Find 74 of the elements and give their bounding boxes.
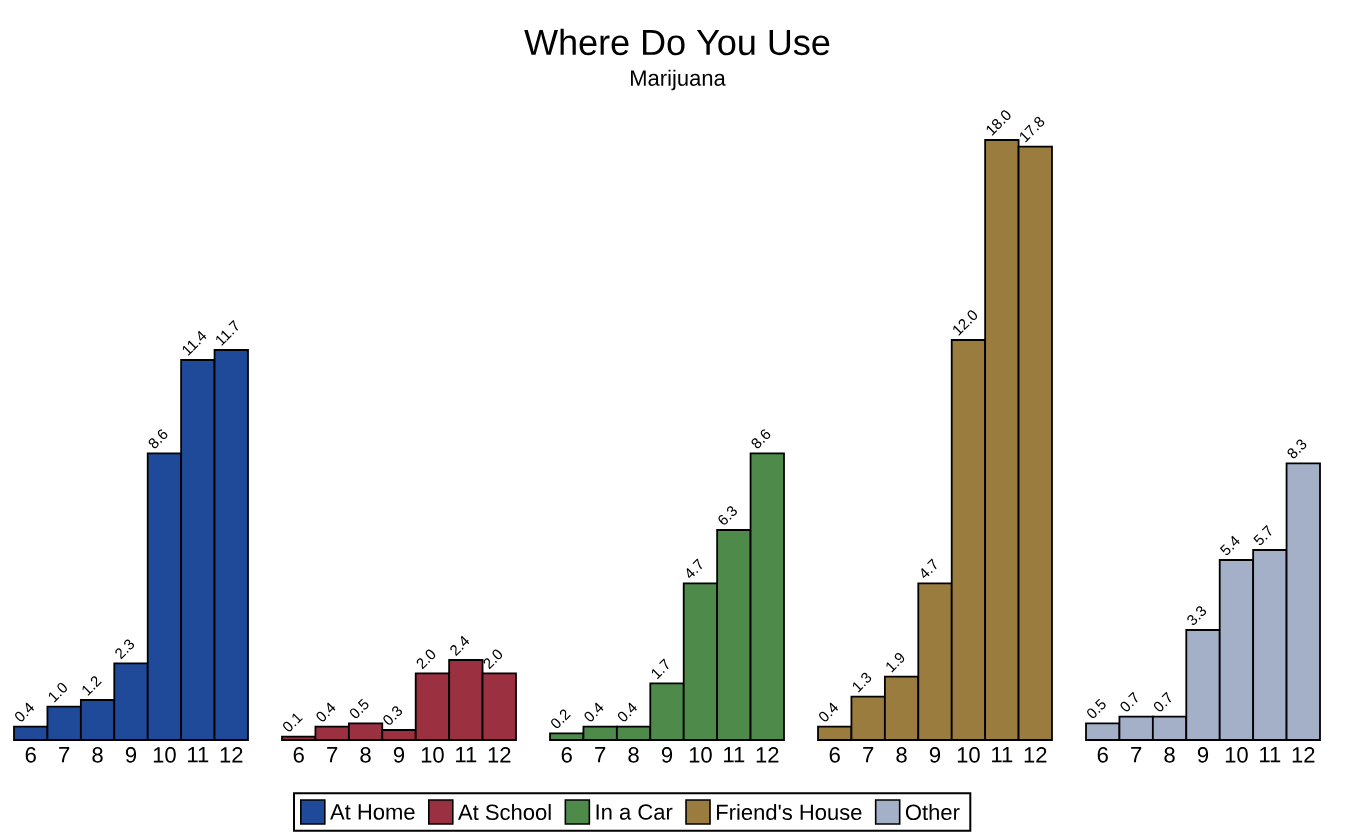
x-tick-label: 9 — [1197, 747, 1209, 763]
x-tick-label: 9 — [393, 747, 405, 763]
x-tick-label: 8 — [896, 747, 907, 763]
x-tick-label: 7 — [863, 747, 874, 763]
x-tick-label: 6 — [293, 747, 304, 763]
x-tick-label: 8 — [628, 747, 639, 763]
x-tick-label: 6 — [25, 747, 36, 763]
data-label: 1.0 — [48, 682, 67, 703]
legend-label: In a Car — [596, 804, 673, 820]
data-label: 2.4 — [450, 635, 470, 657]
data-label: 1.2 — [82, 676, 102, 696]
legend-label: Other — [905, 803, 960, 821]
x-tick-label: 12 — [220, 747, 243, 763]
data-label: 1.3 — [852, 672, 872, 693]
x-tick-label: 12 — [1024, 747, 1047, 763]
data-label: 0.1 — [283, 713, 303, 732]
chart-title: Where Do You Use — [524, 28, 830, 56]
x-tick-label: 9 — [661, 747, 673, 763]
data-label: 0.4 — [15, 702, 35, 722]
data-label: 0.4 — [819, 702, 839, 722]
x-tick-label: 7 — [327, 747, 338, 763]
data-label: 0.7 — [1120, 691, 1138, 712]
data-label: 4.7 — [921, 558, 937, 579]
chart-subtitle: Marijuana — [631, 69, 726, 91]
data-label: 3.3 — [1187, 606, 1207, 625]
legend-label: At Home — [330, 804, 415, 820]
data-label: 11.4 — [182, 330, 207, 356]
data-label: 5.7 — [1253, 524, 1272, 545]
data-label: 4.7 — [686, 558, 703, 579]
x-tick-label: 8 — [1164, 747, 1175, 763]
data-label: 2.0 — [483, 649, 503, 670]
x-tick-label: 10 — [689, 747, 712, 763]
x-tick-label: 11 — [724, 747, 745, 763]
x-tick-label: 9 — [929, 747, 941, 763]
x-tick-label: 8 — [360, 747, 371, 763]
x-tick-label: 6 — [1097, 747, 1108, 763]
data-label: 5.4 — [1219, 535, 1240, 555]
data-label: 0.2 — [551, 709, 571, 729]
data-label: 0.5 — [349, 698, 369, 719]
x-tick-label: 11 — [1260, 747, 1281, 763]
data-label: 2.3 — [115, 639, 135, 660]
data-label: 1.7 — [651, 658, 669, 680]
data-label: 0.4 — [316, 702, 336, 722]
data-label: 8.6 — [751, 429, 771, 449]
x-tick-label: 10 — [957, 747, 980, 763]
x-tick-label: 10 — [1225, 747, 1248, 763]
x-tick-label: 12 — [1292, 747, 1315, 763]
x-tick-label: 7 — [59, 747, 70, 763]
data-label: 8.3 — [1287, 439, 1307, 459]
x-tick-label: 10 — [153, 747, 176, 763]
x-tick-label: 6 — [561, 747, 572, 763]
x-tick-label: 11 — [188, 747, 209, 763]
x-tick-label: 10 — [421, 747, 444, 763]
x-tick-label: 7 — [595, 747, 606, 763]
x-tick-label: 11 — [456, 747, 477, 763]
x-tick-label: 12 — [756, 747, 779, 763]
data-label: 8.6 — [148, 429, 168, 449]
data-label: 2.0 — [416, 649, 436, 670]
data-label: 0.7 — [1153, 691, 1172, 712]
x-tick-label: 8 — [92, 747, 103, 763]
data-label: 0.4 — [584, 702, 604, 722]
x-tick-label: 6 — [829, 747, 840, 763]
x-tick-label: 9 — [125, 747, 137, 763]
data-label: 0.3 — [383, 706, 403, 725]
data-label: 6.3 — [718, 506, 737, 525]
x-tick-label: 12 — [488, 747, 511, 763]
data-label: 1.9 — [886, 653, 905, 673]
data-label: 17.8 — [1020, 116, 1045, 143]
x-tick-label: 11 — [992, 747, 1013, 763]
data-label: 0.5 — [1087, 698, 1106, 719]
x-tick-label: 7 — [1131, 747, 1142, 763]
legend-label: Friend's House — [717, 803, 862, 821]
data-label: 0.4 — [617, 702, 637, 722]
legend-label: At School — [458, 803, 551, 821]
